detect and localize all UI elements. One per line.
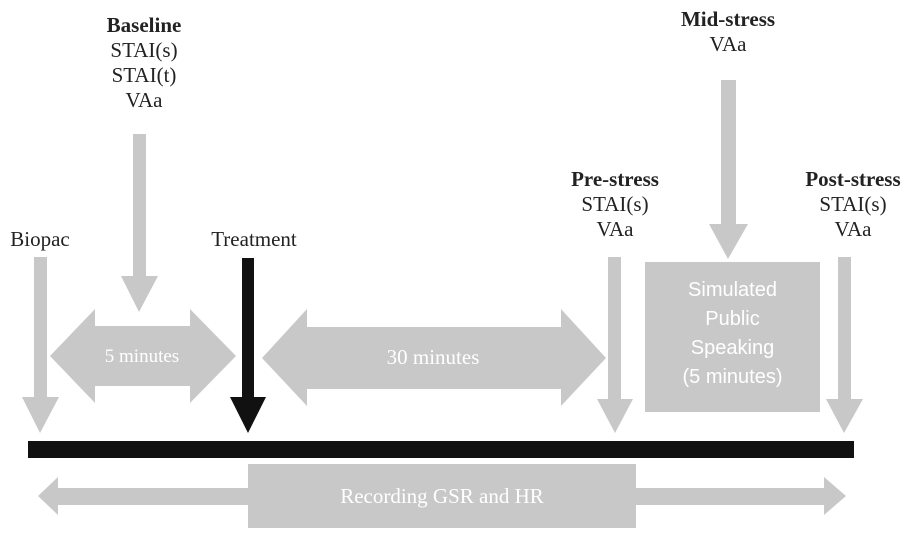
prestress-vaa: VAa: [596, 217, 634, 241]
timeline-bar: [28, 441, 854, 458]
speaking-box: [645, 262, 820, 412]
speaking-line-2: Public: [705, 308, 760, 330]
baseline-title: Baseline: [106, 13, 182, 37]
speaking-line-1: Simulated: [688, 279, 777, 301]
midstress-arrow: [709, 80, 748, 259]
thirty-minutes-label: 30 minutes: [386, 345, 480, 369]
baseline-arrow: [121, 134, 158, 312]
treatment-arrow: [230, 258, 266, 433]
poststress-arrow: [826, 257, 863, 433]
prestress-arrow: [597, 257, 633, 433]
midstress-vaa: VAa: [709, 32, 747, 56]
poststress-vaa: VAa: [834, 217, 872, 241]
baseline-stai-s: STAI(s): [110, 38, 178, 62]
speaking-line-3: Speaking: [690, 337, 775, 359]
poststress-stai-s: STAI(s): [819, 192, 887, 216]
speaking-box-text: Simulated Public Speaking (5 minutes): [645, 276, 820, 392]
five-minutes-arrow: [50, 309, 236, 403]
recording-arrow: [38, 464, 846, 528]
treatment-label: Treatment: [211, 227, 297, 251]
midstress-title: Mid-stress: [680, 7, 776, 31]
poststress-label-group: Post-stress STAI(s) VAa: [790, 167, 916, 242]
baseline-label-group: Baseline STAI(s) STAI(t) VAa: [84, 13, 204, 113]
recording-label: Recording GSR and HR: [340, 484, 544, 508]
biopac-label: Biopac: [10, 227, 70, 251]
speaking-line-4: (5 minutes): [682, 366, 783, 388]
baseline-vaa: VAa: [125, 88, 163, 112]
five-minutes-label: 5 minutes: [104, 346, 180, 367]
prestress-stai-s: STAI(s): [581, 192, 649, 216]
prestress-title: Pre-stress: [571, 167, 659, 191]
baseline-stai-t: STAI(t): [111, 63, 177, 87]
prestress-label-group: Pre-stress STAI(s) VAa: [556, 167, 674, 242]
poststress-title: Post-stress: [805, 167, 901, 191]
biopac-arrow: [22, 257, 59, 433]
midstress-label-group: Mid-stress VAa: [664, 7, 792, 57]
thirty-minutes-arrow: [262, 309, 606, 406]
